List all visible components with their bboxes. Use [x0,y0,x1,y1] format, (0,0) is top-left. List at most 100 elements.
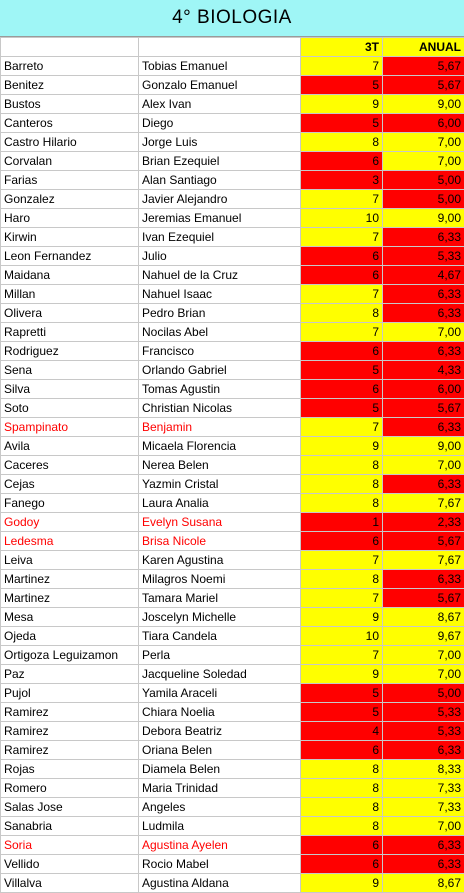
cell-anual[interactable]: 8,33 [383,760,464,779]
cell-anual[interactable]: 7,00 [383,456,464,475]
cell-3t[interactable]: 7 [301,323,383,342]
cell-nombre[interactable]: Maria Trinidad [139,779,301,798]
cell-anual[interactable]: 6,33 [383,285,464,304]
cell-apellido[interactable]: Ledesma [1,532,139,551]
cell-anual[interactable]: 6,00 [383,380,464,399]
cell-anual[interactable]: 7,33 [383,798,464,817]
cell-nombre[interactable]: Angeles [139,798,301,817]
cell-3t[interactable]: 9 [301,95,383,114]
cell-anual[interactable]: 7,00 [383,646,464,665]
cell-apellido[interactable]: Benitez [1,76,139,95]
cell-apellido[interactable]: Fanego [1,494,139,513]
cell-apellido[interactable]: Martinez [1,570,139,589]
cell-apellido[interactable]: Haro [1,209,139,228]
cell-apellido[interactable]: Ramirez [1,722,139,741]
cell-apellido[interactable]: Gonzalez [1,190,139,209]
cell-apellido[interactable]: Silva [1,380,139,399]
cell-anual[interactable]: 9,67 [383,627,464,646]
cell-3t[interactable]: 8 [301,760,383,779]
cell-anual[interactable]: 7,00 [383,817,464,836]
cell-apellido[interactable]: Ramirez [1,703,139,722]
cell-3t[interactable]: 5 [301,76,383,95]
cell-anual[interactable]: 5,67 [383,532,464,551]
cell-apellido[interactable]: Barreto [1,57,139,76]
cell-apellido[interactable]: Rapretti [1,323,139,342]
cell-3t[interactable]: 5 [301,361,383,380]
cell-nombre[interactable]: Nahuel Isaac [139,285,301,304]
cell-nombre[interactable]: Milagros Noemi [139,570,301,589]
header-anual[interactable]: ANUAL [383,38,464,57]
cell-nombre[interactable]: Benjamin [139,418,301,437]
cell-apellido[interactable]: Ortigoza Leguizamon [1,646,139,665]
cell-3t[interactable]: 9 [301,608,383,627]
cell-nombre[interactable]: Tamara Mariel [139,589,301,608]
cell-3t[interactable]: 6 [301,855,383,874]
cell-apellido[interactable]: Soto [1,399,139,418]
cell-nombre[interactable]: Nerea Belen [139,456,301,475]
cell-anual[interactable]: 7,67 [383,551,464,570]
cell-anual[interactable]: 6,33 [383,418,464,437]
cell-3t[interactable]: 8 [301,456,383,475]
cell-anual[interactable]: 8,67 [383,874,464,893]
cell-anual[interactable]: 7,00 [383,665,464,684]
cell-nombre[interactable]: Brian Ezequiel [139,152,301,171]
cell-nombre[interactable]: Ludmila [139,817,301,836]
cell-anual[interactable]: 7,33 [383,779,464,798]
cell-apellido[interactable]: Millan [1,285,139,304]
cell-apellido[interactable]: Farias [1,171,139,190]
cell-apellido[interactable]: Godoy [1,513,139,532]
cell-3t[interactable]: 7 [301,418,383,437]
cell-3t[interactable]: 6 [301,380,383,399]
cell-3t[interactable]: 5 [301,684,383,703]
cell-apellido[interactable]: Sanabria [1,817,139,836]
cell-apellido[interactable]: Castro Hilario [1,133,139,152]
cell-nombre[interactable]: Rocio Mabel [139,855,301,874]
cell-anual[interactable]: 5,33 [383,247,464,266]
cell-3t[interactable]: 1 [301,513,383,532]
cell-3t[interactable]: 7 [301,646,383,665]
cell-3t[interactable]: 8 [301,570,383,589]
cell-3t[interactable]: 9 [301,874,383,893]
cell-3t[interactable]: 5 [301,114,383,133]
cell-anual[interactable]: 5,00 [383,684,464,703]
cell-3t[interactable]: 9 [301,665,383,684]
cell-3t[interactable]: 8 [301,475,383,494]
cell-nombre[interactable]: Tobias Emanuel [139,57,301,76]
cell-nombre[interactable]: Jorge Luis [139,133,301,152]
cell-nombre[interactable]: Orlando Gabriel [139,361,301,380]
cell-anual[interactable]: 6,33 [383,342,464,361]
cell-3t[interactable]: 6 [301,152,383,171]
cell-3t[interactable]: 7 [301,228,383,247]
cell-anual[interactable]: 4,67 [383,266,464,285]
cell-nombre[interactable]: Perla [139,646,301,665]
cell-apellido[interactable]: Ramirez [1,741,139,760]
cell-3t[interactable]: 6 [301,836,383,855]
cell-3t[interactable]: 8 [301,779,383,798]
cell-nombre[interactable]: Alex Ivan [139,95,301,114]
cell-anual[interactable]: 8,67 [383,608,464,627]
cell-nombre[interactable]: Jeremias Emanuel [139,209,301,228]
cell-apellido[interactable]: Kirwin [1,228,139,247]
cell-nombre[interactable]: Karen Agustina [139,551,301,570]
cell-apellido[interactable]: Bustos [1,95,139,114]
cell-apellido[interactable]: Leon Fernandez [1,247,139,266]
cell-nombre[interactable]: Gonzalo Emanuel [139,76,301,95]
header-nombre[interactable] [139,38,301,57]
cell-nombre[interactable]: Francisco [139,342,301,361]
cell-apellido[interactable]: Rojas [1,760,139,779]
cell-apellido[interactable]: Olivera [1,304,139,323]
cell-nombre[interactable]: Nocilas Abel [139,323,301,342]
cell-anual[interactable]: 5,67 [383,399,464,418]
cell-nombre[interactable]: Jacqueline Soledad [139,665,301,684]
cell-nombre[interactable]: Tomas Agustin [139,380,301,399]
cell-3t[interactable]: 8 [301,817,383,836]
cell-nombre[interactable]: Chiara Noelia [139,703,301,722]
cell-nombre[interactable]: Joscelyn Michelle [139,608,301,627]
cell-3t[interactable]: 5 [301,703,383,722]
cell-apellido[interactable]: Caceres [1,456,139,475]
cell-anual[interactable]: 9,00 [383,95,464,114]
cell-nombre[interactable]: Agustina Ayelen [139,836,301,855]
cell-apellido[interactable]: Spampinato [1,418,139,437]
cell-3t[interactable]: 6 [301,532,383,551]
cell-3t[interactable]: 8 [301,304,383,323]
